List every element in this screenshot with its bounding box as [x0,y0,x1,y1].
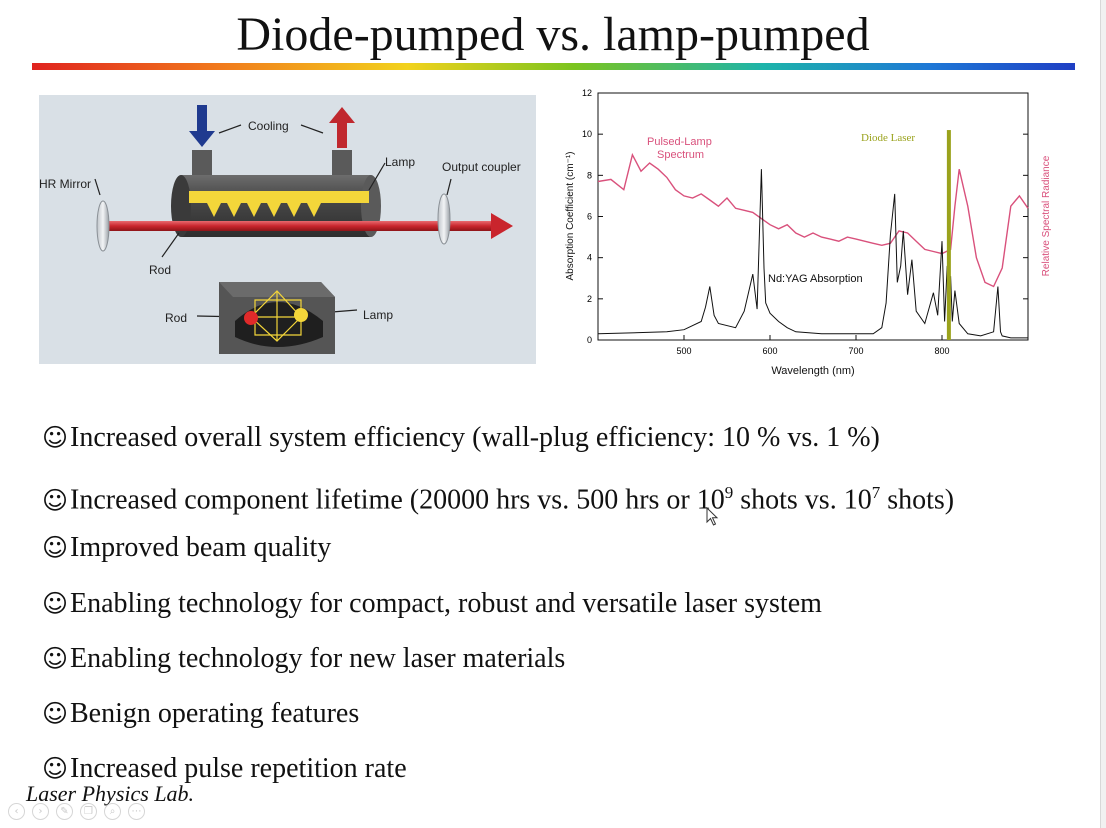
forward-icon[interactable]: › [32,803,49,820]
cooling-label: Cooling [248,119,289,133]
smiley-icon: ☺ [42,698,69,728]
y-tick-label: 0 [587,335,592,345]
bullet-text: Increased overall system efficiency (wal… [70,422,880,453]
bullet-list: ☺Increased overall system efficiency (wa… [42,410,1082,796]
bullet-item: ☺Improved beam quality [42,520,1082,575]
smiley-icon: ☺ [42,485,69,515]
lamp-label-bottom: Lamp [363,308,393,322]
bullet-text: Increased component lifetime (20000 hrs … [70,484,725,516]
lamp-spectrum-line [597,152,1029,288]
rainbow-divider [32,63,1075,70]
bullet-item: ☺Increased pulse repetition rate [42,741,1082,796]
bullet-text: Benign operating features [70,697,360,729]
bullet-text: Enabling technology for new laser materi… [70,642,566,674]
lamp-annotation-1: Pulsed-Lamp [647,136,712,148]
bullet-item: ☺Benign operating features [42,686,1082,741]
y-tick-label: 12 [582,88,592,98]
lamp-circle [294,308,308,322]
bullet-text: Increased pulse repetition rate [70,753,407,785]
absorption-chart: 0 2 4 6 8 10 12 500 600 700 800 Pulsed-Lamp Spectr… [555,84,1055,384]
exponent: 7 [871,483,881,503]
x-tick-label: 600 [762,346,777,356]
zoom-icon[interactable]: ⌕ [104,803,121,820]
x-tick-label: 500 [676,346,691,356]
smiley-icon: ☺ [42,754,69,784]
cooling-inlet-pipe [192,150,212,180]
y-tick-label: 8 [587,170,592,180]
rod-label-bottom: Rod [165,311,187,325]
laser-diagram: Cooling Lamp HR Mirror Output coupler Ro… [39,95,536,364]
lamp-annotation-2: Spectrum [657,149,704,161]
y-tick-label: 4 [587,253,592,263]
exponent: 9 [724,483,734,503]
cooling-inlet-arrow-icon [189,105,215,147]
bullet-item: ☺Enabling technology for compact, robust… [42,576,1082,631]
plot-frame [597,92,1029,341]
x-tick-label: 700 [848,346,863,356]
rod-circle [244,311,258,325]
y-tick-label: 2 [587,294,592,304]
bullet-text: Improved beam quality [70,532,332,564]
bullet-text: shots) [880,484,955,516]
smiley-icon: ☺ [42,588,69,618]
copy-icon[interactable]: ❐ [80,803,97,820]
y-tick-label: 6 [587,212,592,222]
hr-mirror [96,200,110,252]
laser-beam [105,213,513,239]
smiley-icon: ☺ [42,533,69,563]
bullet-text: shots vs. 10 [733,484,872,516]
cooling-outlet-pipe [332,150,352,180]
hr-mirror-label: HR Mirror [39,177,91,191]
output-coupler-mirror [437,193,451,245]
pen-icon[interactable]: ✎ [56,803,73,820]
cooling-outlet-arrow-icon [329,107,355,148]
slide-title: Diode-pumped vs. lamp-pumped [236,8,870,61]
y-axis-label: Absorption Coefficient (cm⁻¹) [565,151,576,280]
diode-laser-line [946,130,951,340]
x-tick-label: 800 [934,346,949,356]
y2-axis-label: Relative Spectral Radiance [1041,155,1052,276]
bullet-text: Enabling technology for compact, robust … [70,587,822,619]
bullet-item: ☺Enabling technology for new laser mater… [42,631,1082,686]
bullet-item: ☺Increased overall system efficiency (wa… [42,410,1082,465]
absorption-annotation: Nd:YAG Absorption [768,273,863,285]
more-icon[interactable]: ⋯ [128,803,145,820]
bullet-item: ☺Increased component lifetime (20000 hrs… [42,465,1082,520]
arrow-cursor-icon [706,507,719,526]
lamp-label-top: Lamp [385,155,415,169]
cross-section [219,282,335,354]
window-edge [1100,0,1106,828]
slide-toolbar: ‹ › ✎ ❐ ⌕ ⋯ [8,803,145,820]
y-tick-label: 10 [582,129,592,139]
footer-lab-name: Laser Physics Lab. [26,781,195,806]
smiley-icon: ☺ [42,643,69,673]
x-axis-label: Wavelength (nm) [771,365,854,377]
absorption-line [597,169,1028,339]
diode-annotation: Diode Laser [861,132,915,144]
back-icon[interactable]: ‹ [8,803,25,820]
output-coupler-label: Output coupler [442,160,521,174]
smiley-icon: ☺ [42,423,69,452]
rod-label-top: Rod [149,263,171,277]
